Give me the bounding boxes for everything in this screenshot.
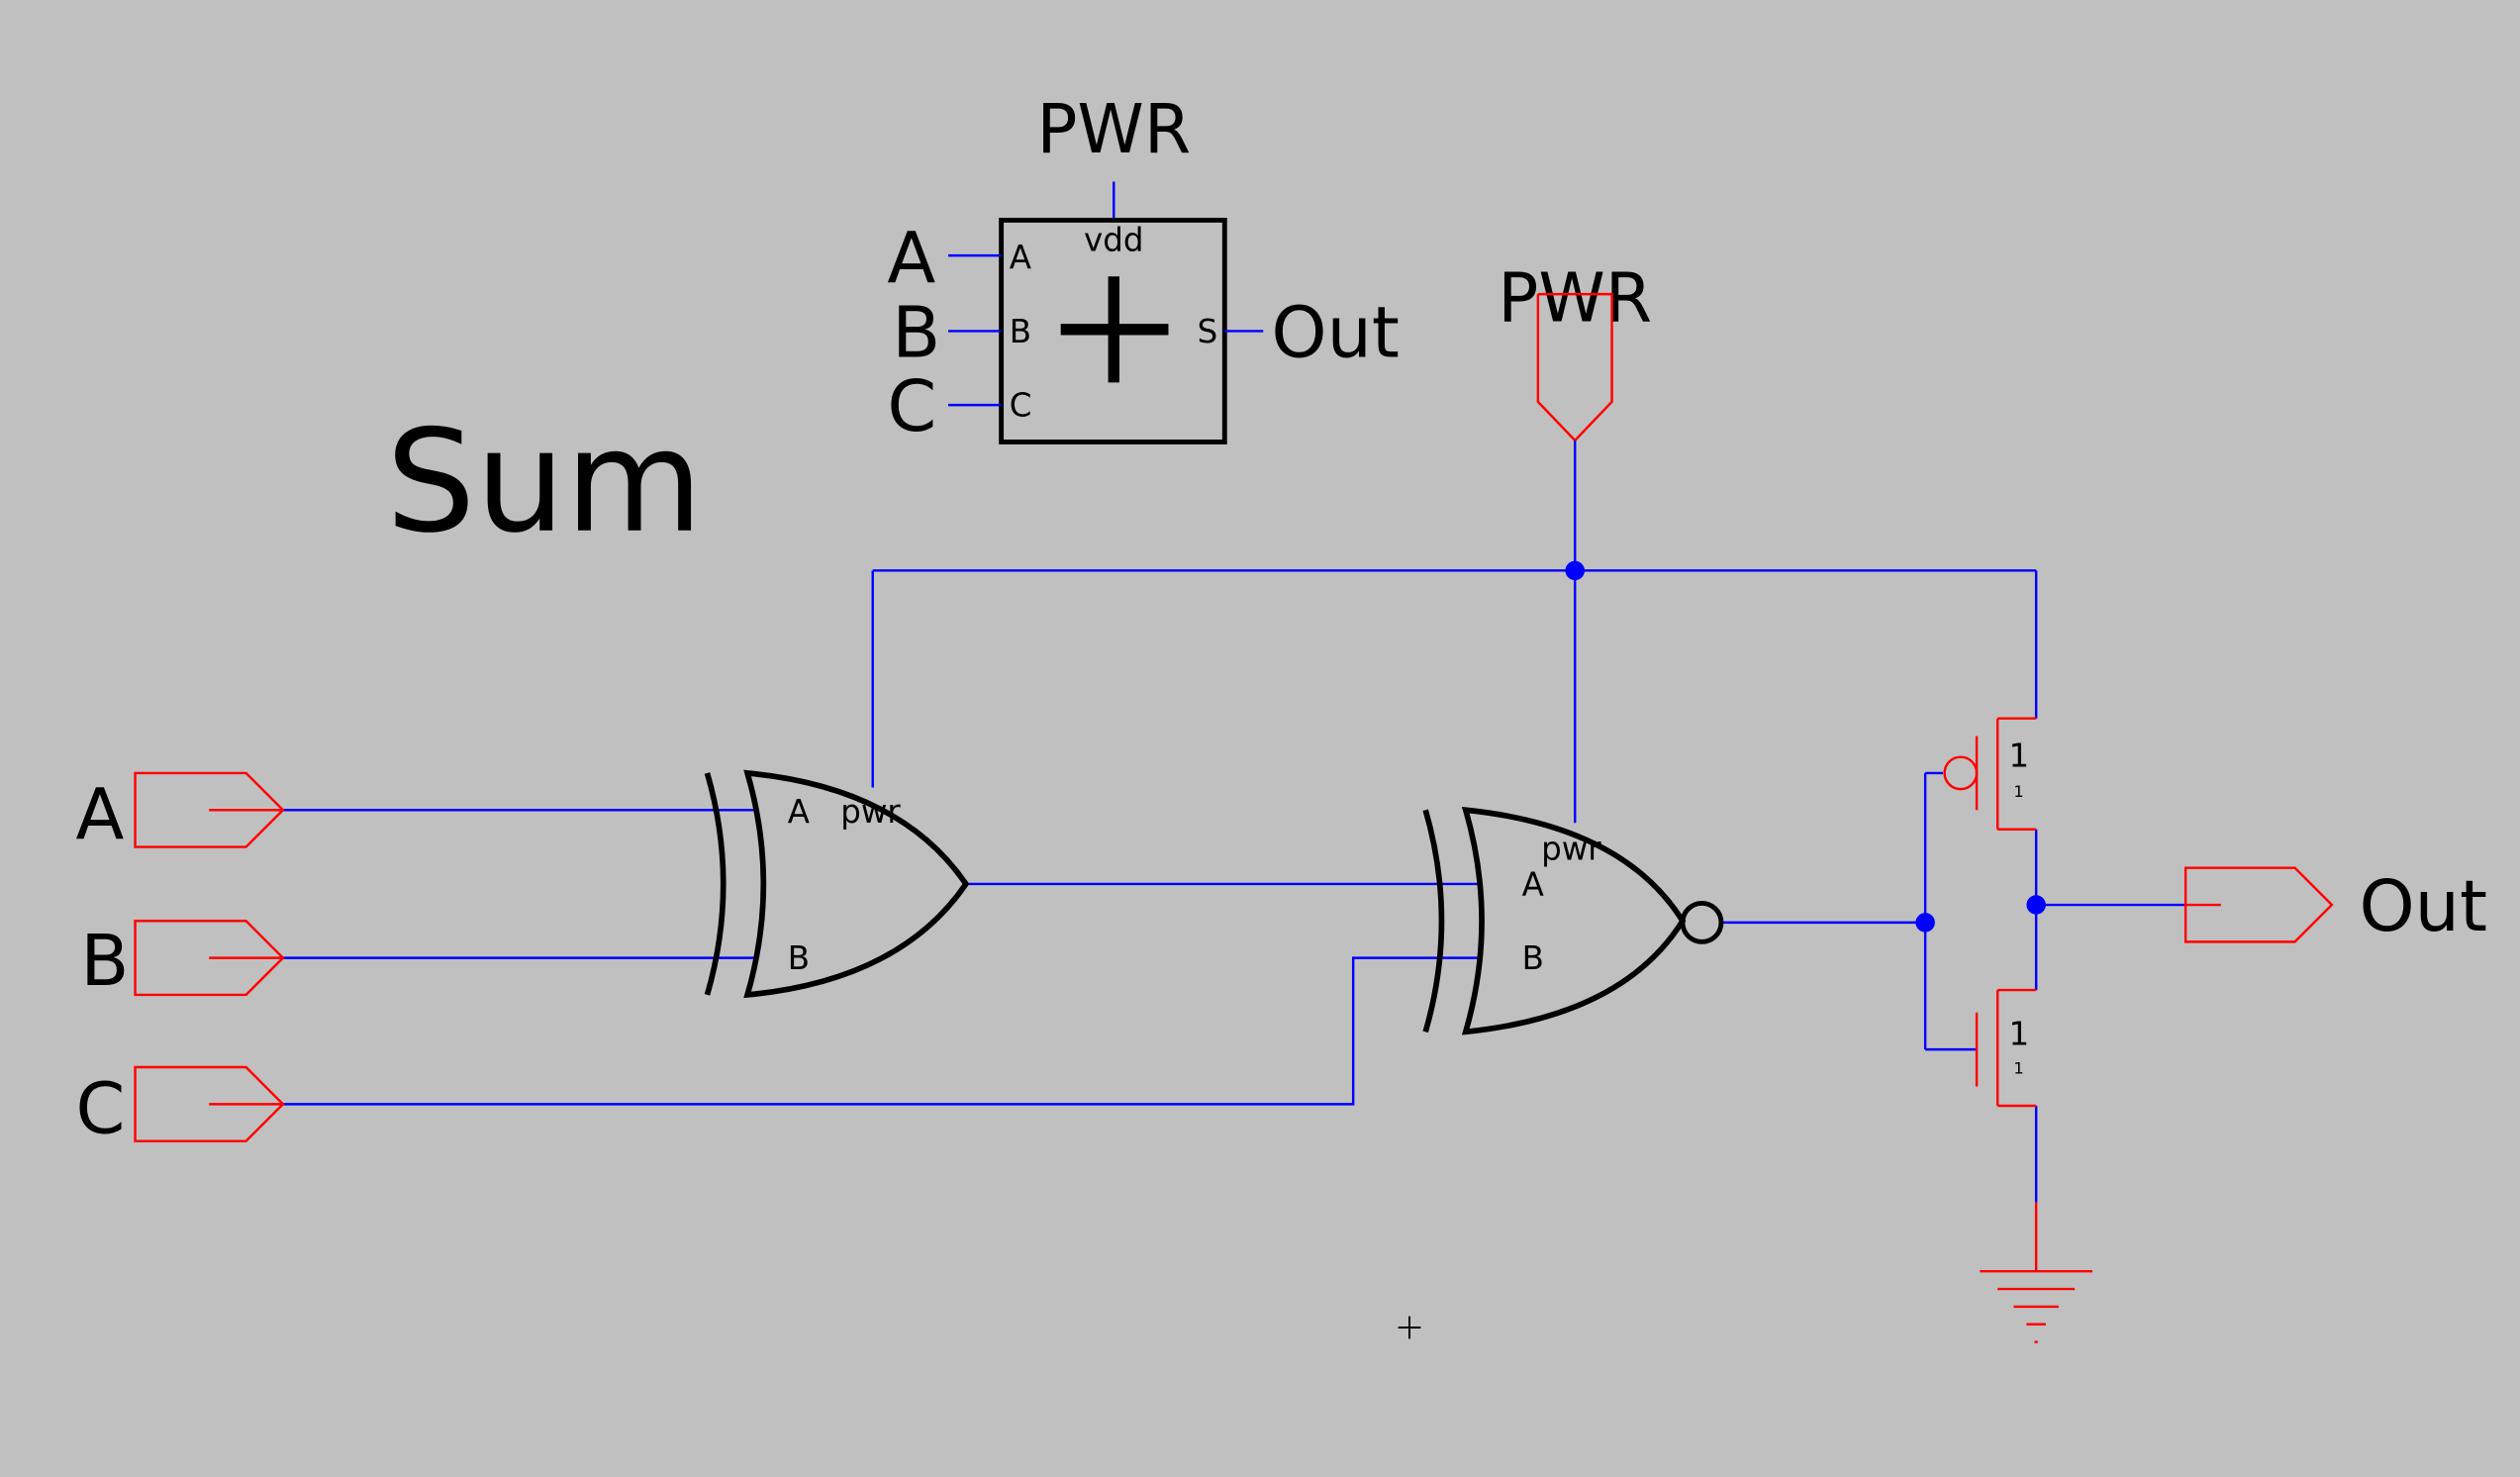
nmos-transistor[interactable]: 1 1 <box>1975 988 2037 1108</box>
power-supply[interactable]: PWR <box>1498 260 1652 443</box>
wire-c-to-xnor <box>282 956 1479 1106</box>
inversion-bubble-icon <box>1680 900 1724 944</box>
input-b-label: B <box>80 920 129 1002</box>
xnor-pin-pwr: pwr <box>1541 831 1601 868</box>
junction-dot-pwr <box>1565 560 1585 581</box>
input-pin-a-icon <box>134 771 285 848</box>
junction-dot-output <box>2026 895 2046 915</box>
symbol-vdd-label: vdd <box>1084 221 1143 258</box>
symbol-input-c-outer: C <box>887 365 936 447</box>
ground-icon[interactable] <box>1980 1202 2092 1343</box>
plus-icon <box>1060 276 1169 383</box>
adder-symbol[interactable]: PWR vdd A A B B C C S Out <box>887 91 1400 447</box>
symbol-input-b-outer: B <box>892 291 940 373</box>
xnor-gate-icon <box>1461 806 1687 1035</box>
input-pin-a[interactable]: A <box>75 771 285 856</box>
pmos-transistor[interactable]: 1 1 <box>1943 717 2037 831</box>
nmos-length-label: 1 <box>2013 1059 2023 1078</box>
symbol-output-inner: S <box>1198 313 1218 350</box>
output-label: Out <box>2359 865 2487 947</box>
power-label: PWR <box>1498 260 1652 339</box>
pmos-bubble-icon <box>1943 755 1979 791</box>
output-pin[interactable]: Out <box>2183 865 2487 947</box>
xor-gate-icon <box>743 769 970 999</box>
power-pin-icon <box>1536 292 1613 443</box>
xnor-gate[interactable]: pwr A B <box>1422 806 1724 1035</box>
input-c-label: C <box>75 1068 125 1150</box>
input-a-label: A <box>75 773 124 855</box>
input-pin-c-icon <box>134 1065 285 1142</box>
junction-dot-gate <box>1915 913 1935 933</box>
xnor-pin-a: A <box>1522 865 1544 903</box>
xor-gate[interactable]: A B pwr <box>704 769 970 999</box>
pmos-length-label: 1 <box>2013 782 2023 801</box>
xor-pin-pwr: pwr <box>840 793 901 831</box>
xor-pin-b: B <box>788 939 810 977</box>
crosshair-cursor-icon <box>1398 1316 1421 1339</box>
junctions <box>1565 560 2046 933</box>
xnor-pin-b: B <box>1522 939 1544 977</box>
symbol-input-c-inner: C <box>1010 386 1032 424</box>
symbol-input-a-inner: A <box>1010 239 1031 276</box>
symbol-output-outer: Out <box>1271 291 1400 373</box>
symbol-input-b-inner: B <box>1010 313 1031 350</box>
pmos-width-label: 1 <box>2009 737 2030 774</box>
nmos-width-label: 1 <box>2009 1015 2030 1052</box>
input-pin-b-icon <box>134 920 285 997</box>
input-pin-b[interactable]: B <box>80 920 285 1002</box>
output-pin-icon <box>2183 866 2334 943</box>
xor-pin-a: A <box>788 793 810 831</box>
symbol-power-label: PWR <box>1036 91 1191 169</box>
input-pin-c[interactable]: C <box>75 1065 285 1150</box>
symbol-input-a-outer: A <box>887 218 935 300</box>
title-label: Sum <box>386 399 703 564</box>
